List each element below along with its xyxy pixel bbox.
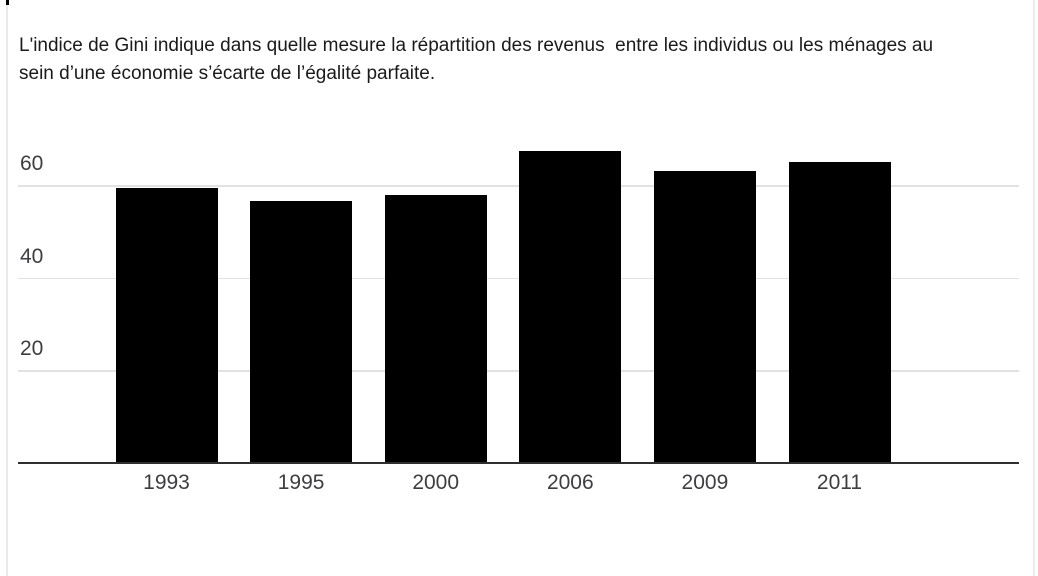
gridline-40 [18, 277, 1019, 280]
x-tick-label-2009: 2009 [681, 471, 729, 494]
bar-2011 [788, 162, 891, 463]
bar-2009 [653, 171, 756, 463]
x-tick-label-1995: 1995 [277, 471, 325, 494]
x-tick-label-2011: 2011 [816, 471, 863, 494]
chart-description-line-1: L'indice de Gini indique dans quelle mes… [19, 35, 934, 56]
right-edge-line [1033, 0, 1035, 576]
y-tick-label: 20 [20, 337, 44, 361]
chart-description-line-2: sein d’une économie s’écarte de l’égalit… [19, 63, 436, 84]
chart-description: L'indice de Gini indique dans quelle mes… [19, 32, 933, 88]
left-edge-line [6, 0, 8, 576]
bar-2000 [384, 195, 487, 463]
x-tick-label-2000: 2000 [412, 471, 460, 494]
bar-1993 [115, 188, 218, 463]
bar-2006 [519, 151, 622, 463]
x-axis-line [18, 462, 1019, 464]
bar-1995 [250, 201, 353, 463]
x-tick-label-2006: 2006 [546, 471, 594, 494]
y-tick-label: 40 [20, 244, 44, 268]
gridline-60 [18, 185, 1019, 187]
x-tick-label-1993: 1993 [143, 471, 190, 494]
gridline-20 [18, 370, 1019, 372]
y-tick-label: 60 [20, 152, 44, 176]
left-edge-top-mark [6, 0, 9, 5]
